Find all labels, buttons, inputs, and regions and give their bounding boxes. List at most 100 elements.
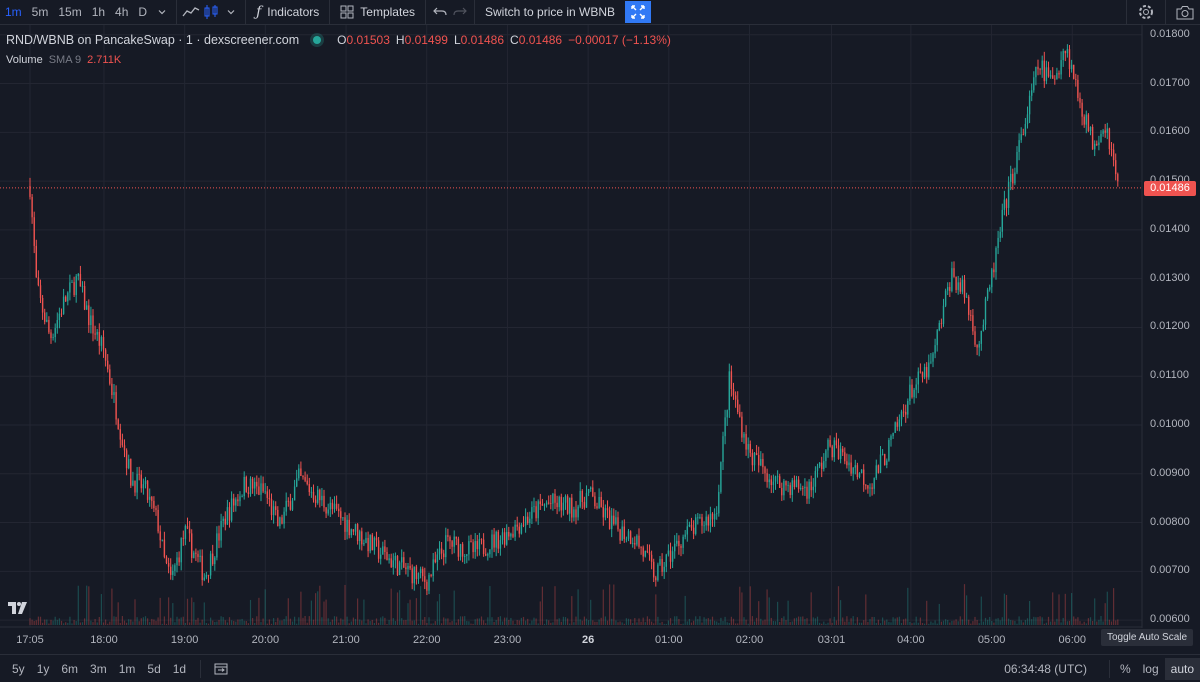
date-range-icon[interactable] [211, 659, 231, 679]
candle-body [117, 419, 119, 430]
volume-bar [865, 594, 867, 625]
volume-bar [1039, 616, 1041, 625]
candle-body [674, 543, 676, 552]
candle-body [705, 516, 707, 526]
price-tick-label: 0.01400 [1150, 222, 1190, 235]
price-chart[interactable] [0, 25, 1200, 628]
candle-body [1026, 114, 1029, 124]
candle-body [787, 485, 789, 486]
candle-body [394, 555, 397, 561]
range-1m[interactable]: 1m [118, 661, 136, 676]
volume-bar [777, 601, 779, 625]
candle-body [1110, 149, 1113, 150]
candle-body [978, 343, 980, 348]
range-1d[interactable]: 1d [172, 661, 187, 676]
timeframe-5m[interactable]: 5m [31, 5, 49, 19]
time-tick-label: 21:00 [332, 634, 360, 646]
volume-bar [894, 618, 896, 625]
volume-bar [100, 594, 102, 625]
candle-body [464, 556, 466, 557]
volume-bar [499, 616, 501, 625]
chevron-down-icon[interactable] [221, 2, 241, 22]
volume-bar [884, 620, 886, 625]
volume-bar [682, 623, 684, 625]
toolbar-divider [425, 0, 426, 24]
fullscreen-icon [631, 5, 645, 19]
templates-button[interactable]: Templates [334, 0, 421, 24]
candle-body [783, 480, 785, 496]
candle-body [365, 537, 367, 543]
volume-bar [995, 618, 997, 625]
volume-bar [837, 586, 840, 625]
gear-icon[interactable] [1131, 2, 1161, 22]
candle-body [564, 496, 567, 503]
auto-scale-button[interactable]: auto [1164, 657, 1200, 680]
candle-body [774, 476, 777, 482]
candle-body [1117, 174, 1119, 182]
volume-bar [403, 620, 405, 625]
toolbar-divider [176, 0, 178, 24]
volume-bar [522, 616, 525, 625]
candle-body [680, 546, 682, 548]
volume-bar [413, 620, 415, 625]
candle-body [489, 549, 491, 555]
log-scale-button[interactable]: log [1142, 661, 1159, 676]
candle-body [737, 399, 739, 413]
volume-bar [480, 616, 483, 625]
line-chart-icon[interactable] [181, 2, 201, 22]
volume-bar [102, 622, 105, 625]
volume-bar [963, 584, 966, 625]
timeframe-1m[interactable]: 1m [5, 5, 22, 19]
candle-body [993, 269, 995, 273]
volume-bar [987, 619, 989, 625]
candle-body [711, 513, 714, 520]
range-5d[interactable]: 5d [147, 661, 161, 676]
volume-bar [308, 616, 310, 625]
fullscreen-button[interactable] [625, 1, 652, 23]
candle-body [556, 502, 558, 508]
indicators-button[interactable]: ƒ Indicators [250, 0, 325, 24]
volume-bar [1106, 591, 1108, 625]
volume-bar [825, 623, 827, 625]
candle-body [146, 480, 149, 500]
timeframe-d[interactable]: D [138, 5, 148, 19]
candle-body [621, 526, 623, 541]
utc-clock[interactable]: 06:34:48 (UTC) [1004, 661, 1087, 676]
switch-currency-button[interactable]: Switch to price in WBNB [485, 5, 616, 19]
candle-body [125, 450, 128, 469]
candle-body [436, 554, 439, 563]
camera-icon[interactable] [1170, 2, 1200, 22]
candle-body [50, 332, 52, 339]
volume-bar [558, 618, 560, 625]
percent-scale-button[interactable]: % [1119, 661, 1131, 676]
timeframe-15m[interactable]: 15m [58, 5, 82, 19]
bottom-divider [200, 659, 202, 678]
candle-body [405, 567, 407, 570]
chevron-down-icon[interactable] [152, 2, 172, 22]
candle-body [919, 371, 922, 373]
volume-bar [548, 620, 550, 625]
candle-body [552, 493, 554, 504]
volume-bar [606, 620, 609, 625]
volume-bar [310, 600, 312, 625]
timeframe-1h[interactable]: 1h [91, 5, 106, 19]
redo-icon[interactable] [450, 2, 470, 22]
volume-bar [495, 620, 497, 625]
candle-body [686, 526, 688, 535]
volume-label: Volume [6, 54, 43, 66]
volume-legend: Volume SMA 9 2.711K [6, 54, 121, 66]
volume-bar [252, 617, 254, 625]
candle-body [575, 509, 577, 518]
volume-bar [50, 619, 52, 625]
candle-body [128, 459, 130, 469]
range-5y[interactable]: 5y [12, 661, 25, 676]
candle-body [377, 540, 380, 559]
range-1y[interactable]: 1y [36, 661, 50, 676]
range-6m[interactable]: 6m [61, 661, 79, 676]
range-3m[interactable]: 3m [90, 661, 107, 676]
candle-body [917, 371, 919, 385]
candle-body [644, 550, 646, 557]
undo-icon[interactable] [430, 2, 450, 22]
timeframe-4h[interactable]: 4h [115, 5, 129, 19]
candles-icon[interactable] [201, 2, 221, 22]
